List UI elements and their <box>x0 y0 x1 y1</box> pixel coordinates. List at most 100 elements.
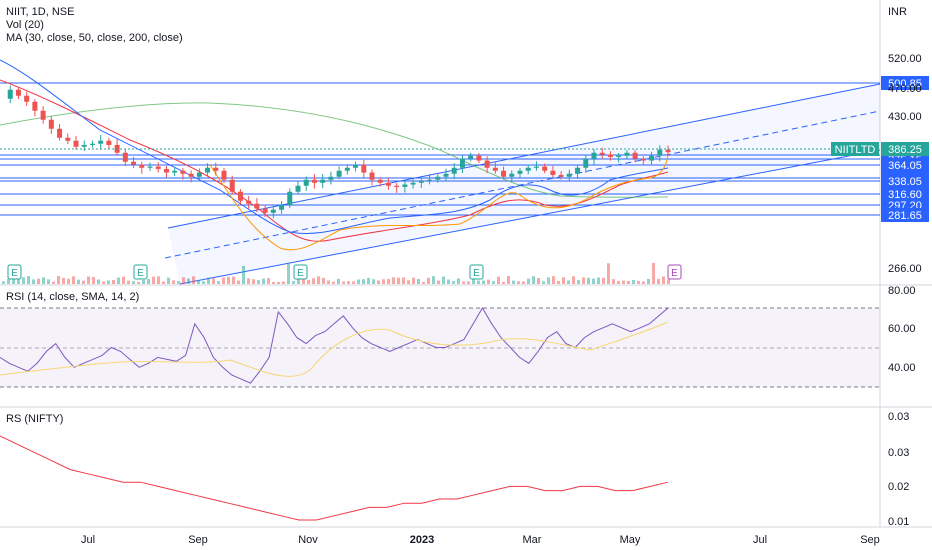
rsi-tick-2: 40.00 <box>888 362 916 374</box>
candle-body-55 <box>451 167 457 174</box>
candle-body-70 <box>575 167 581 174</box>
candle-body-16 <box>131 161 137 165</box>
candle-body-65 <box>533 166 539 168</box>
x-label-3: 2023 <box>410 534 434 546</box>
volume-bar-62 <box>312 278 315 284</box>
candle-body-53 <box>435 176 441 180</box>
candle-body-19 <box>155 166 161 169</box>
volume-bar-108 <box>542 281 545 284</box>
candle-body-27 <box>221 170 227 180</box>
rs-indicator-label[interactable]: RS (NIFTY) <box>6 413 64 425</box>
volume-bar-40 <box>202 281 205 284</box>
candle-body-2 <box>15 89 21 96</box>
rsi-sma-line <box>0 321 669 377</box>
volume-bar-53 <box>267 278 270 284</box>
candle-body-38 <box>311 179 317 183</box>
rs-legend[interactable]: RS (NIFTY) <box>6 413 63 426</box>
volume-bar-100 <box>502 281 505 284</box>
volume-bar-65 <box>327 280 330 284</box>
rsi-indicator-label[interactable]: RSI (14, close, SMA, 14, 2) <box>6 291 140 303</box>
candle-body-28 <box>229 179 235 192</box>
candle-body-63 <box>517 170 523 174</box>
earnings-label-3: E <box>473 268 480 279</box>
level-tag-3 <box>881 158 929 172</box>
candle-body-57 <box>468 155 474 159</box>
candle-body-32 <box>262 208 268 213</box>
channel-upper <box>167 83 881 229</box>
symbol-title[interactable]: NIIT, 1D, NSE <box>6 6 75 18</box>
volume-bar-122 <box>612 279 615 284</box>
volume-bar-93 <box>467 281 470 284</box>
volume-bar-20 <box>102 281 105 284</box>
candle-body-12 <box>98 140 104 144</box>
volume-bar-76 <box>382 279 385 284</box>
earnings-marker-0[interactable] <box>7 264 22 280</box>
candle-body-1 <box>7 89 13 99</box>
ma-indicator-label[interactable]: MA (30, close, 50, close, 200, close) <box>6 32 183 44</box>
candle-body-48 <box>394 185 400 187</box>
candle-body-75 <box>616 155 622 157</box>
candle-body-43 <box>353 164 359 168</box>
volume-bar-56 <box>282 281 285 284</box>
volume-bar-22 <box>112 280 115 284</box>
candle-body-77 <box>632 152 638 159</box>
candle-body-72 <box>591 152 597 159</box>
rs-tick-0: 0.03 <box>888 411 909 423</box>
volume-bar-87 <box>437 280 440 284</box>
candle-body-76 <box>624 152 630 156</box>
volume-bar-95 <box>477 280 480 284</box>
volume-bar-51 <box>257 280 260 284</box>
main-legend: NIIT, 1D, NSE Vol (20) MA (30, close, 50… <box>6 6 183 45</box>
candle-body-68 <box>558 174 564 177</box>
earnings-marker-2[interactable] <box>293 264 308 280</box>
volume-bar-6 <box>32 279 35 284</box>
volume-bar-7 <box>37 278 40 284</box>
candle-body-4 <box>32 101 38 111</box>
candle-body-22 <box>180 170 186 174</box>
volume-bar-54 <box>272 281 275 284</box>
volume-bar-103 <box>517 281 520 284</box>
volume-bar-82 <box>412 277 415 284</box>
candle-body-44 <box>361 164 367 173</box>
volume-bar-27 <box>137 281 140 284</box>
volume-bar-86 <box>432 276 435 284</box>
volume-bar-45 <box>227 276 230 284</box>
candles <box>7 85 671 219</box>
volume-bar-129 <box>647 278 650 284</box>
x-label-1: Sep <box>188 534 208 546</box>
x-label-7: Sep <box>860 534 880 546</box>
price-tick-0: 520.00 <box>888 53 922 65</box>
candle-body-39 <box>320 179 326 183</box>
level-label-5: 338.05 <box>888 176 922 188</box>
candle-body-37 <box>303 179 309 186</box>
earnings-label-2: E <box>297 268 304 279</box>
volume-bar-13 <box>67 278 70 284</box>
candle-body-3 <box>24 95 30 102</box>
volume-bar-127 <box>637 280 640 284</box>
earnings-marker-4[interactable] <box>667 264 682 280</box>
candle-body-49 <box>402 184 408 187</box>
volume-bar-46 <box>232 276 235 284</box>
earnings-marker-1[interactable] <box>133 264 148 280</box>
candle-body-9 <box>73 140 79 147</box>
earnings-marker-3[interactable] <box>469 264 484 280</box>
candle-body-67 <box>550 170 556 175</box>
x-label-0: Jul <box>81 534 95 546</box>
candle-body-30 <box>246 200 252 204</box>
price-tick-2: 430.00 <box>888 111 922 123</box>
candle-body-34 <box>279 204 285 210</box>
volume-bar-5 <box>27 276 30 284</box>
rsi-line <box>0 307 669 384</box>
x-label-5: May <box>620 534 641 546</box>
volume-bar-59 <box>297 276 300 284</box>
volume-bar-116 <box>582 277 585 284</box>
candle-body-33 <box>270 209 276 213</box>
volume-bar-17 <box>87 276 90 284</box>
earnings-label-0: E <box>11 268 18 279</box>
rsi-legend[interactable]: RSI (14, close, SMA, 14, 2) <box>6 291 139 304</box>
level-tag-0 <box>881 76 929 90</box>
volume-indicator-label[interactable]: Vol (20) <box>6 19 44 31</box>
volume-bar-23 <box>117 277 120 284</box>
volume-bar-125 <box>627 280 630 284</box>
